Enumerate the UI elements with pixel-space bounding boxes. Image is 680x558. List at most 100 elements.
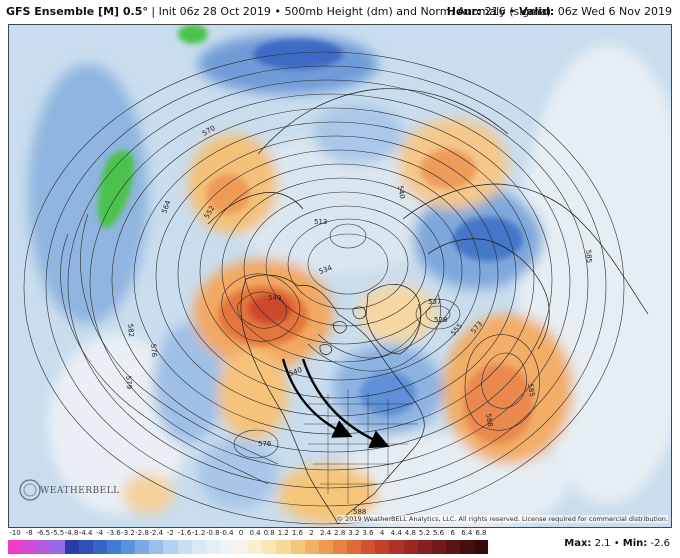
scale-swatch [121,540,136,554]
copyright-notice: © 2019 WeatherBELL Analytics, LLC. All r… [336,515,668,523]
contour-label: 513 [314,218,327,226]
scale-swatch [135,540,150,554]
hour-value: 216 [484,5,506,18]
scale-swatch [445,540,460,554]
scale-swatch [191,540,206,554]
scale-swatch [417,540,432,554]
scale-tick-label: 4 [379,529,385,537]
contour-label: 576 [258,440,272,448]
min-label: Min: [622,538,648,549]
state-lines [304,389,418,504]
scale-tick-label: 2.8 [334,529,346,537]
scale-tick-label: -1.2 [191,529,206,537]
valid-time: 06z Wed 6 Nov 2019 [557,5,672,18]
scale-swatch [304,540,319,554]
negative-anomaly [313,104,403,164]
scale-swatch [92,540,107,554]
scale-swatch [22,540,37,554]
scale-tick-label: -3.6 [107,529,121,537]
scale-tick-label: 2.4 [320,529,332,537]
scale-swatch [375,540,390,554]
scale-tick-label: -0.4 [219,529,234,537]
contour-label: 576 [149,343,158,358]
scale-swatch [262,540,277,554]
scale-swatch [431,540,446,554]
scale-swatch [8,540,23,554]
negative-anomaly [153,324,223,444]
color-scale: -10 -8 -6.5 -5.5 -4.8 -4.4 -4 -3.6 -3.2 -2.8 -2.4-… [8,528,489,556]
scale-tick-label: 0 [238,529,244,537]
model-name: GFS Ensemble [M] 0.5° [6,5,148,18]
scale-tick-label: -5.5 [50,529,65,537]
scale-tick-label: 3.6 [362,529,374,537]
scale-tick-label: 4.8 [404,529,416,537]
scale-bar [8,540,489,554]
scale-tick-label: -8 [25,529,33,537]
positive-anomaly [123,474,173,514]
scale-swatch [78,540,93,554]
extreme-negative-anomaly [97,150,135,229]
max-value: 2.1 [594,538,611,549]
scale-tick-label: -3.2 [121,529,135,537]
strong-negative-anomaly [253,39,343,69]
header-valid: Hour: 216 • Valid: 06z Wed 6 Nov 2019 [447,5,672,18]
contour-label: 588 [353,508,366,516]
scale-swatch [347,540,362,554]
contour-label: 588 [484,413,494,428]
scale-swatch [474,540,489,554]
strong-positive-anomaly [206,174,250,214]
hour-label: Hour: [446,5,482,18]
neutral-area [228,134,448,274]
scale-swatch [460,540,475,554]
scale-swatch [64,540,79,554]
scale-swatch [219,540,234,554]
scale-swatch [276,540,291,554]
scale-tick-label: 6.8 [475,529,487,537]
scale-swatch [205,540,220,554]
scale-swatch [149,540,164,554]
scale-swatch [163,540,178,554]
header-title: GFS Ensemble [M] 0.5° | Init 06z 28 Oct … [6,5,551,18]
arrow-lower [281,358,353,438]
scale-tick-label: -2.4 [149,529,164,537]
scale-tick-label: -2 [166,529,174,537]
header-bar: GFS Ensemble [M] 0.5° | Init 06z 28 Oct … [0,0,680,24]
map-frame [8,24,672,528]
positive-anomaly [358,286,438,342]
scale-tick-label: 6.4 [461,529,473,537]
scale-tick-label: -0.8 [205,529,220,537]
strong-negative-anomaly [453,217,523,261]
scale-swatch [318,540,333,554]
max-min-readout: Max: 2.1 • Min: -2.6 [564,538,670,549]
scale-tick-label: 0.8 [263,529,275,537]
scale-swatch [248,540,263,554]
scale-swatch [50,540,65,554]
contour-label: 528 [434,316,447,324]
arrow-upper [301,358,390,449]
neutral-area [48,334,188,514]
scale-swatch [106,540,121,554]
scale-tick-label: 1.6 [291,529,303,537]
weatherbell-logo: WEATHERBELL [18,478,119,504]
scale-tick-label: -6.5 [36,529,51,537]
valid-label: Valid: [519,5,555,18]
contour-label: 537 [428,298,441,306]
scale-swatch [389,540,404,554]
scale-swatch [36,540,51,554]
separator: • [509,5,520,18]
scale-swatch [234,540,249,554]
separator: | [151,5,159,18]
scale-swatch [290,540,305,554]
contour-label: 549 [268,294,281,302]
logo-text: WEATHERBELL [40,486,120,496]
init-time: Init 06z 28 Oct 2019 [158,5,271,18]
contour-label: 585 [526,383,536,398]
strong-negative-anomaly [360,372,416,416]
strong-positive-anomaly [420,149,476,189]
scale-swatch [403,540,418,554]
contour-label: 579 [124,375,133,389]
scale-tick-label: 1.2 [277,529,289,537]
scale-tick-label: 3.2 [348,529,360,537]
scale-tick-label: 4.4 [390,529,402,537]
scale-tick-label: 6 [450,529,455,537]
